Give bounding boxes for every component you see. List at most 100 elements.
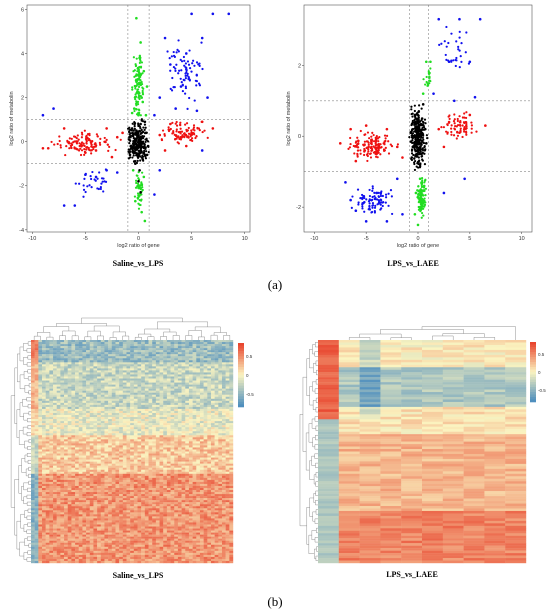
heatmap-cell <box>174 435 179 438</box>
heatmap-cell <box>93 374 98 377</box>
heatmap-cell <box>97 429 101 432</box>
heatmap-cell <box>177 394 182 397</box>
heatmap-cell <box>148 423 153 426</box>
heatmap-cell <box>199 431 204 434</box>
heatmap-cell <box>34 421 39 424</box>
heatmap-cell <box>174 437 179 440</box>
heatmap-cell <box>115 402 120 406</box>
cloud-point-red <box>454 124 457 128</box>
cloud-point-blue <box>389 189 393 192</box>
heatmap-cell <box>159 457 164 460</box>
heatmap-cell <box>144 366 149 369</box>
heatmap-cell <box>177 370 182 373</box>
heatmap-cell <box>218 421 223 424</box>
cloud-point-black <box>411 137 415 140</box>
heatmap-cell <box>210 362 215 365</box>
heatmap-cell <box>225 368 230 371</box>
heatmap-cell <box>115 382 120 385</box>
heatmap-cell <box>126 400 131 404</box>
heatmap-cell <box>93 348 98 351</box>
heatmap-cell <box>185 406 190 410</box>
heatmap-cell <box>78 398 83 402</box>
heatmap-cell <box>163 382 168 385</box>
cloud-point-black <box>127 157 131 160</box>
heatmap-cell <box>49 366 54 369</box>
cloud-point-black <box>144 157 148 160</box>
heatmap-cell <box>177 384 182 387</box>
cloud-point-red <box>86 133 90 136</box>
heatmap-cell <box>155 451 160 454</box>
heatmap-cell <box>177 396 182 399</box>
heatmap-cell <box>108 410 112 414</box>
heatmap-cell <box>170 419 175 422</box>
heatmap-cell <box>148 398 153 402</box>
heatmap-cell <box>64 376 68 379</box>
heatmap-cell <box>86 394 90 397</box>
heatmap-cell <box>31 346 35 349</box>
cloud-point-blue <box>454 64 457 68</box>
heatmap-cell <box>64 431 68 434</box>
heatmap-cell <box>97 412 101 416</box>
heatmap-cell <box>155 439 160 442</box>
heatmap-cell <box>75 412 79 416</box>
cloud-point-red <box>356 136 359 139</box>
heatmap-cell <box>71 360 76 363</box>
heatmap-cell <box>207 360 212 363</box>
heatmap-cell <box>155 378 160 381</box>
heatmap-cell <box>75 425 79 428</box>
heatmap-cell <box>86 366 90 369</box>
heatmap-cell <box>86 419 90 422</box>
heatmap-cell <box>34 394 39 397</box>
heatmap-cell <box>86 447 90 450</box>
cloud-point-blue <box>83 177 86 180</box>
heatmap-cell <box>177 382 182 385</box>
heatmap-cell <box>53 408 57 412</box>
heatmap-cell <box>199 423 204 426</box>
cloud-point-black <box>421 147 424 150</box>
cloud-point-red <box>452 120 456 123</box>
cloud-point-red <box>73 140 76 143</box>
heatmap-cell <box>100 362 105 365</box>
heatmap-cell <box>97 384 101 387</box>
heatmap-cell <box>188 425 193 428</box>
heatmap-cell <box>133 384 138 387</box>
heatmap-cell <box>126 352 131 355</box>
heatmap-cell <box>126 443 131 446</box>
heatmap-cell <box>166 427 171 430</box>
heatmap-cell <box>119 362 124 365</box>
heatmap-cell <box>71 386 76 389</box>
heatmap-cell <box>60 400 65 404</box>
data-point-blue <box>432 92 435 95</box>
cloud-point-red <box>76 134 79 137</box>
heatmap-cell <box>170 451 175 454</box>
heatmap-cell <box>199 419 204 422</box>
heatmap-cell <box>108 392 112 395</box>
heatmap-cell <box>148 421 153 424</box>
heatmap-cell <box>89 427 94 430</box>
heatmap-cell <box>64 408 68 412</box>
heatmap-cell <box>82 441 87 444</box>
cloud-point-green <box>420 188 423 192</box>
heatmap-cell <box>221 441 226 444</box>
heatmap-cell <box>126 390 131 393</box>
heatmap-cell <box>60 382 65 385</box>
heatmap-cell <box>71 455 76 458</box>
cloud-point-red <box>103 140 107 144</box>
heatmap-cell <box>133 435 138 438</box>
heatmap-cell <box>93 398 98 402</box>
cloud-point-blue <box>181 83 184 86</box>
heatmap-cell <box>86 423 90 426</box>
heatmap-cell <box>152 400 157 404</box>
heatmap-cell <box>210 449 215 452</box>
heatmap-cell <box>152 423 157 426</box>
heatmap-cell <box>67 352 72 355</box>
heatmap-cell <box>218 410 223 414</box>
heatmap-cell <box>86 342 90 345</box>
heatmap-cell <box>155 431 160 434</box>
heatmap-cell <box>229 360 234 363</box>
cloud-point-blue <box>445 58 448 61</box>
heatmap-cell <box>53 378 57 381</box>
heatmap-cell <box>170 370 175 373</box>
heatmap-cell <box>203 370 208 373</box>
heatmap-cell <box>97 433 101 436</box>
